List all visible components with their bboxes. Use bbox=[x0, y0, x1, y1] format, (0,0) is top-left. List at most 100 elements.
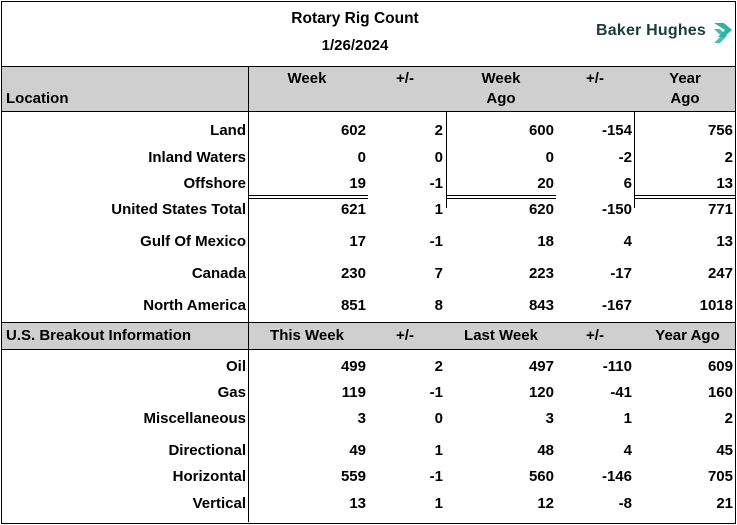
cell-week-ago: 48 bbox=[537, 442, 554, 459]
cell-year-ago: 705 bbox=[707, 468, 733, 485]
total-line-a2 bbox=[248, 198, 368, 199]
col-last-week: Last Week bbox=[464, 327, 538, 344]
cell-chg2: -167 bbox=[601, 297, 632, 314]
cell-week-ago: 18 bbox=[537, 233, 554, 250]
separator-label-1 bbox=[248, 66, 249, 322]
cell-chg1: 0 bbox=[434, 149, 443, 166]
total-line-b1 bbox=[446, 195, 556, 196]
cell-week: 851 bbox=[340, 297, 366, 314]
separator-label-2 bbox=[248, 322, 249, 522]
cell-chg2: -110 bbox=[602, 358, 632, 375]
cell-week-ago: 12 bbox=[537, 495, 554, 512]
cell-year-ago: 756 bbox=[707, 122, 733, 139]
row-label: Miscellaneous bbox=[143, 410, 246, 427]
cell-chg2: 4 bbox=[623, 442, 632, 459]
cell-chg1: 2 bbox=[434, 358, 443, 375]
cell-year-ago: 1018 bbox=[699, 297, 733, 314]
cell-chg2: 6 bbox=[623, 175, 632, 192]
cell-week-ago: 843 bbox=[528, 297, 554, 314]
row-label: Inland Waters bbox=[148, 149, 246, 166]
cell-week-ago: 600 bbox=[528, 122, 554, 139]
cell-chg2: -146 bbox=[601, 468, 632, 485]
cell-week: 17 bbox=[349, 233, 366, 250]
cell-chg2: -150 bbox=[601, 201, 632, 218]
row-label: Land bbox=[210, 122, 246, 139]
cell-week: 119 bbox=[341, 384, 366, 401]
row-label: Directional bbox=[168, 442, 246, 459]
row-label: Horizontal bbox=[172, 468, 246, 485]
cell-chg1: 1 bbox=[434, 442, 443, 459]
separator-weekago bbox=[446, 112, 447, 208]
cell-week: 559 bbox=[340, 468, 366, 485]
cell-chg2: -17 bbox=[610, 265, 632, 282]
cell-week: 499 bbox=[340, 358, 366, 375]
cell-week-ago: 20 bbox=[537, 175, 554, 192]
cell-year-ago: 609 bbox=[707, 358, 733, 375]
col-week-ago-2: Ago bbox=[486, 90, 516, 107]
cell-week: 602 bbox=[340, 122, 366, 139]
cell-week-ago: 3 bbox=[545, 410, 554, 427]
col-chg1: +/- bbox=[396, 70, 414, 87]
cell-chg1: -1 bbox=[429, 468, 443, 485]
row-label: Offshore bbox=[183, 175, 246, 192]
row-label: Canada bbox=[191, 265, 246, 282]
col-chg1-b: +/- bbox=[396, 327, 414, 344]
cell-week-ago: 497 bbox=[528, 358, 554, 375]
brand-mark-icon bbox=[714, 23, 732, 43]
col-year-ago-b: Year Ago bbox=[655, 327, 720, 344]
cell-year-ago: 771 bbox=[707, 201, 733, 218]
cell-chg2: -2 bbox=[618, 149, 632, 166]
cell-chg1: 8 bbox=[434, 297, 443, 314]
cell-week: 3 bbox=[357, 410, 366, 427]
cell-week-ago: 620 bbox=[528, 201, 554, 218]
row-label: North America bbox=[143, 297, 246, 314]
cell-year-ago: 247 bbox=[707, 265, 733, 282]
col-chg2-b: +/- bbox=[586, 327, 604, 344]
cell-chg1: 0 bbox=[434, 410, 443, 427]
cell-chg1: -1 bbox=[429, 384, 443, 401]
cell-chg1: -1 bbox=[429, 175, 443, 192]
brand-logo: Baker Hughes bbox=[596, 22, 732, 43]
cell-year-ago: 45 bbox=[716, 442, 733, 459]
cell-week: 621 bbox=[340, 201, 366, 218]
col-week-ago-1: Week bbox=[481, 70, 521, 87]
cell-week: 19 bbox=[349, 175, 366, 192]
cell-chg1: 1 bbox=[434, 495, 443, 512]
row-label: United States Total bbox=[111, 201, 246, 218]
cell-week-ago: 560 bbox=[528, 468, 554, 485]
col-year-ago-1: Year bbox=[669, 70, 701, 87]
cell-year-ago: 21 bbox=[716, 495, 733, 512]
cell-chg2: -41 bbox=[610, 384, 632, 401]
col-location: Location bbox=[6, 90, 69, 107]
cell-week-ago: 223 bbox=[528, 265, 554, 282]
cell-chg1: 1 bbox=[434, 201, 443, 218]
cell-week: 0 bbox=[357, 149, 366, 166]
report-title: Rotary Rig Count bbox=[291, 10, 419, 27]
cell-year-ago: 13 bbox=[716, 175, 733, 192]
cell-chg1: 7 bbox=[434, 265, 443, 282]
cell-week-ago: 0 bbox=[545, 149, 554, 166]
cell-chg2: -154 bbox=[601, 122, 632, 139]
cell-week: 230 bbox=[340, 265, 366, 282]
cell-chg2: -8 bbox=[618, 495, 632, 512]
total-line-c1 bbox=[634, 195, 735, 196]
table1-header bbox=[2, 66, 735, 112]
cell-year-ago: 13 bbox=[716, 233, 733, 250]
cell-week-ago: 120 bbox=[528, 384, 554, 401]
cell-chg1: -1 bbox=[429, 233, 443, 250]
cell-week: 49 bbox=[349, 442, 366, 459]
total-line-b2 bbox=[446, 198, 556, 199]
row-label: Vertical bbox=[192, 495, 246, 512]
cell-week: 13 bbox=[349, 495, 366, 512]
separator-yearago bbox=[634, 112, 635, 208]
col-breakout: U.S. Breakout Information bbox=[6, 327, 192, 344]
table2-header bbox=[2, 322, 735, 350]
cell-chg1: 2 bbox=[434, 122, 443, 139]
row-label: Gulf Of Mexico bbox=[140, 233, 246, 250]
report-date: 1/26/2024 bbox=[321, 37, 389, 54]
total-line-c2 bbox=[634, 198, 735, 199]
row-label: Oil bbox=[225, 358, 246, 375]
cell-chg2: 1 bbox=[623, 410, 632, 427]
cell-year-ago: 2 bbox=[724, 410, 733, 427]
